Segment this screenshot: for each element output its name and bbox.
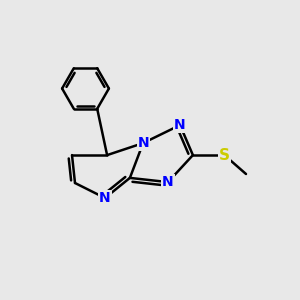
Text: N: N: [162, 175, 174, 189]
Text: S: S: [219, 148, 230, 163]
Text: N: N: [137, 136, 149, 150]
Text: N: N: [99, 191, 111, 205]
Text: N: N: [174, 118, 186, 132]
